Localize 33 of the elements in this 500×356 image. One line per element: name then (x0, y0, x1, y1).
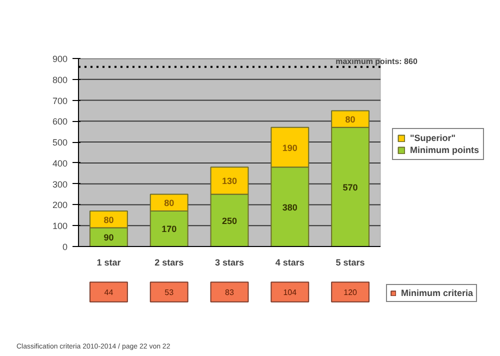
y-tick-label: 800 (52, 74, 68, 85)
data-label: 80 (164, 198, 174, 208)
x-tick-label: 1 star (96, 258, 122, 268)
data-label: 130 (222, 176, 238, 186)
data-label: 53 (164, 288, 174, 297)
x-tick-label: 5 stars (336, 258, 365, 268)
legend-label: Minimum points (410, 145, 479, 155)
x-tick-label: 2 stars (154, 258, 184, 268)
legend-label: "Superior" (410, 133, 456, 143)
data-label: 190 (282, 142, 298, 153)
data-label: 104 (283, 288, 298, 297)
data-label: 570 (342, 182, 358, 192)
data-label: 380 (282, 202, 298, 212)
data-label: 250 (222, 216, 238, 226)
x-tick-label: 3 stars (214, 258, 244, 268)
y-tick-label: 500 (52, 138, 68, 148)
data-label: 83 (225, 288, 234, 297)
y-tick-label: 0 (62, 242, 68, 252)
data-label: 170 (162, 224, 177, 234)
y-tick-label: 600 (52, 116, 68, 127)
y-tick-label: 200 (52, 200, 68, 210)
y-tick-label: 400 (52, 158, 68, 168)
y-tick-label: 900 (52, 54, 68, 64)
data-label: 44 (104, 288, 114, 297)
data-label: 90 (104, 232, 114, 243)
data-label: 80 (104, 214, 114, 225)
data-label: 120 (344, 288, 358, 297)
y-tick-label: 100 (52, 221, 68, 232)
y-tick-label: 300 (52, 179, 68, 190)
x-tick-label: 4 stars (275, 258, 304, 268)
legend-label: Minimum criteria (401, 288, 474, 298)
y-tick-label: 700 (52, 96, 68, 106)
data-label: 80 (345, 114, 356, 125)
